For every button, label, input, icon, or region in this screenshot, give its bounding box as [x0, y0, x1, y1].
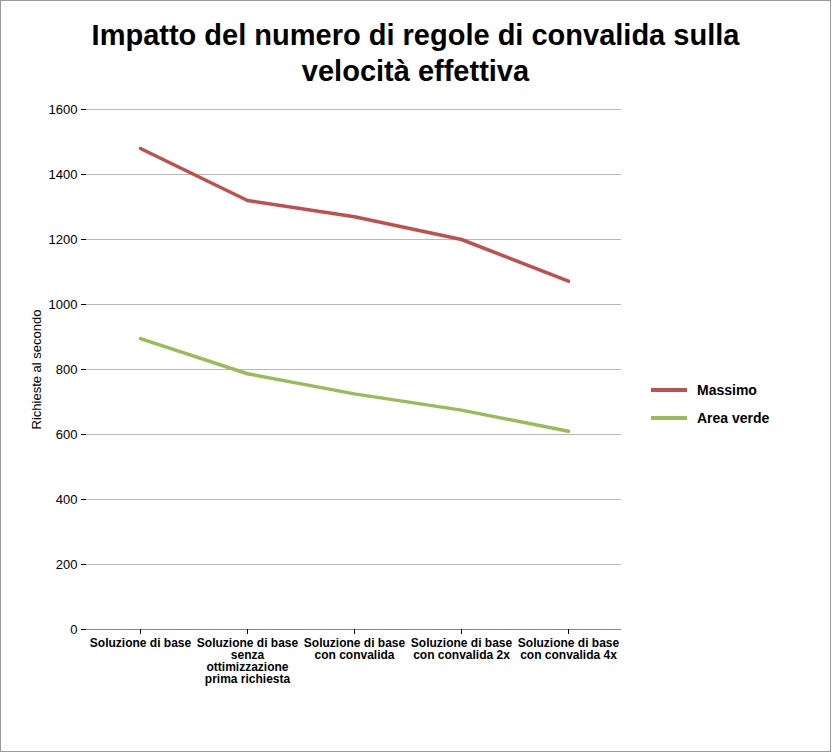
svg-text:Soluzione di basecon convalida: Soluzione di basecon convalida [304, 636, 406, 662]
svg-text:Soluzione di basecon convalida: Soluzione di basecon convalida 4x [518, 636, 620, 662]
svg-text:800: 800 [56, 362, 78, 377]
svg-text:600: 600 [56, 427, 78, 442]
svg-text:200: 200 [56, 557, 78, 572]
svg-text:1600: 1600 [49, 102, 78, 117]
svg-text:400: 400 [56, 492, 78, 507]
svg-text:Soluzione di basecon convalida: Soluzione di basecon convalida 2x [411, 636, 513, 662]
svg-text:Richieste al secondo: Richieste al secondo [29, 310, 44, 430]
svg-text:Soluzione di basesenzaottimizz: Soluzione di basesenzaottimizzazioneprim… [197, 636, 299, 686]
svg-text:1400: 1400 [49, 167, 78, 182]
html-text:Area verde: Area verde [697, 410, 770, 426]
html-text:Massimo: Massimo [697, 382, 757, 398]
svg-text:1200: 1200 [49, 232, 78, 247]
html-text:Impatto del numero di regole d: Impatto del numero di regole di convalid… [91, 19, 740, 87]
svg-text:1000: 1000 [49, 297, 78, 312]
svg-text:0: 0 [70, 622, 77, 637]
svg-text:Soluzione di base: Soluzione di base [90, 636, 192, 650]
